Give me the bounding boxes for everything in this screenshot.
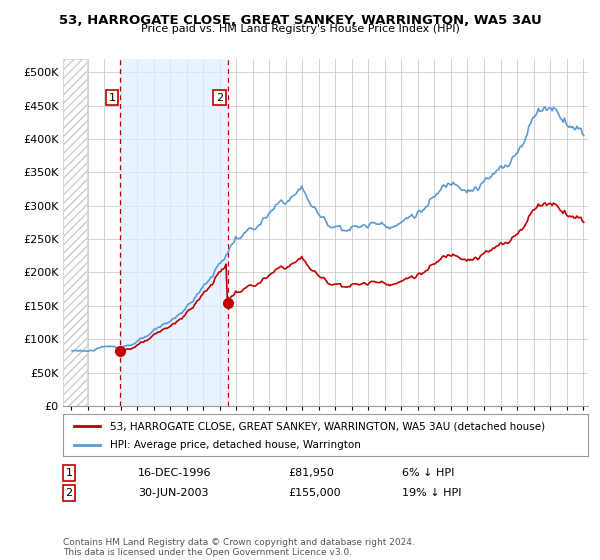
Bar (63, 59, 87, 406)
Text: 1: 1 (109, 93, 115, 102)
Text: 19% ↓ HPI: 19% ↓ HPI (402, 488, 461, 498)
Text: £155,000: £155,000 (288, 488, 341, 498)
Text: 1: 1 (65, 468, 73, 478)
Text: 53, HARROGATE CLOSE, GREAT SANKEY, WARRINGTON, WA5 3AU: 53, HARROGATE CLOSE, GREAT SANKEY, WARRI… (59, 14, 541, 27)
Text: 30-JUN-2003: 30-JUN-2003 (138, 488, 209, 498)
Text: 2: 2 (65, 488, 73, 498)
Text: Price paid vs. HM Land Registry's House Price Index (HPI): Price paid vs. HM Land Registry's House … (140, 24, 460, 34)
Bar (120, 59, 228, 406)
Text: 53, HARROGATE CLOSE, GREAT SANKEY, WARRINGTON, WA5 3AU (detached house): 53, HARROGATE CLOSE, GREAT SANKEY, WARRI… (110, 421, 545, 431)
Text: 16-DEC-1996: 16-DEC-1996 (138, 468, 212, 478)
Text: HPI: Average price, detached house, Warrington: HPI: Average price, detached house, Warr… (110, 440, 361, 450)
Text: Contains HM Land Registry data © Crown copyright and database right 2024.
This d: Contains HM Land Registry data © Crown c… (63, 538, 415, 557)
Text: 2: 2 (216, 93, 223, 102)
Text: 6% ↓ HPI: 6% ↓ HPI (402, 468, 454, 478)
Text: £81,950: £81,950 (288, 468, 334, 478)
